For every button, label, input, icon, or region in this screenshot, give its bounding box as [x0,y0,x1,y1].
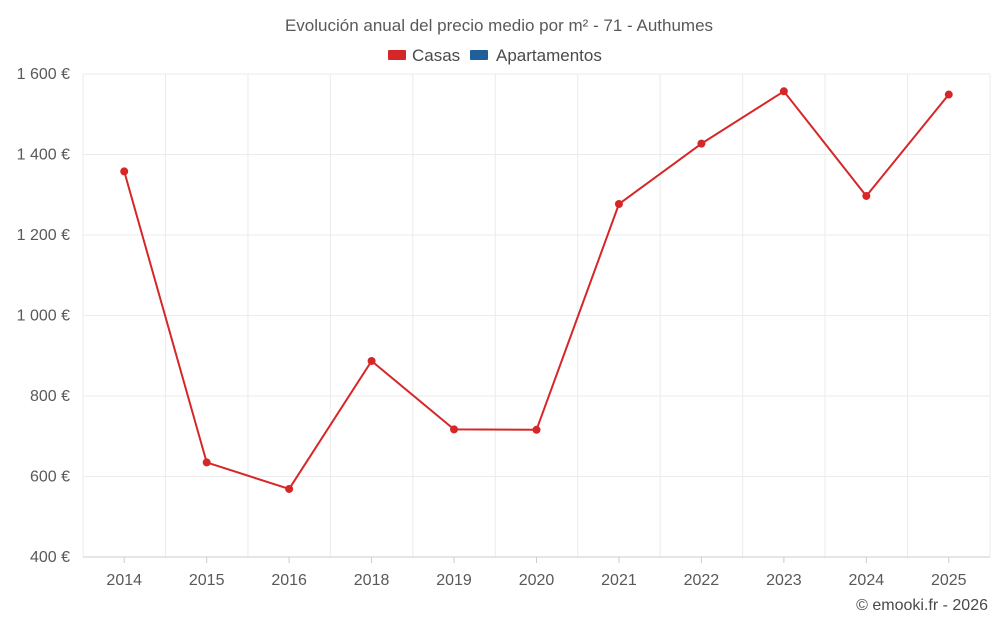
data-point-casas-2021[interactable] [614,200,623,209]
data-point-casas-2020[interactable] [532,425,541,434]
legend-label-casas[interactable]: Casas [412,46,460,65]
legend-swatch-casas [388,50,406,60]
x-tick-label: 2020 [519,572,555,589]
x-tick-label: 2014 [106,572,142,589]
y-tick-label: 1 200 € [17,227,70,244]
x-tick-label: 2022 [684,572,720,589]
y-tick-label: 400 € [30,549,70,566]
y-tick-label: 600 € [30,469,70,486]
data-point-casas-2019[interactable] [450,425,459,434]
legend-swatch-apartamentos [470,50,488,60]
y-tick-label: 1 000 € [17,308,70,325]
data-point-casas-2016[interactable] [285,484,294,493]
x-axis: 2014 2015 2016 2018 2019 2020 2021 2022 2023 2024… [83,556,990,589]
legend: Casas Apartamentos [388,46,602,65]
y-axis: 400 € 600 € 800 € 1 000 € 1 200 € 1 400 € 1 60… [17,66,70,566]
data-point-casas-2024[interactable] [862,191,871,200]
data-point-casas-2014[interactable] [120,167,129,176]
x-tick-label: 2015 [189,572,225,589]
data-point-casas-2022[interactable] [697,139,706,148]
data-point-casas-2025[interactable] [944,90,953,99]
x-tick-label: 2016 [271,572,307,589]
data-point-casas-2018[interactable] [367,356,376,365]
x-tick-label: 2019 [436,572,472,589]
y-tick-label: 1 400 € [17,147,70,164]
grid [82,73,991,558]
data-point-casas-2023[interactable] [779,87,788,96]
x-tick-label: 2021 [601,572,637,589]
y-tick-label: 1 600 € [17,66,70,83]
x-tick-label: 2024 [849,572,885,589]
x-tick-label: 2025 [931,572,967,589]
x-tick-label: 2018 [354,572,390,589]
chart-title: Evolución anual del precio medio por m² … [285,16,713,35]
credit-text: © emooki.fr - 2026 [856,597,988,614]
legend-label-apartamentos[interactable]: Apartamentos [496,46,602,65]
series-casas [120,87,953,493]
y-tick-label: 800 € [30,388,70,405]
x-tick-label: 2023 [766,572,802,589]
data-point-casas-2015[interactable] [202,458,211,467]
